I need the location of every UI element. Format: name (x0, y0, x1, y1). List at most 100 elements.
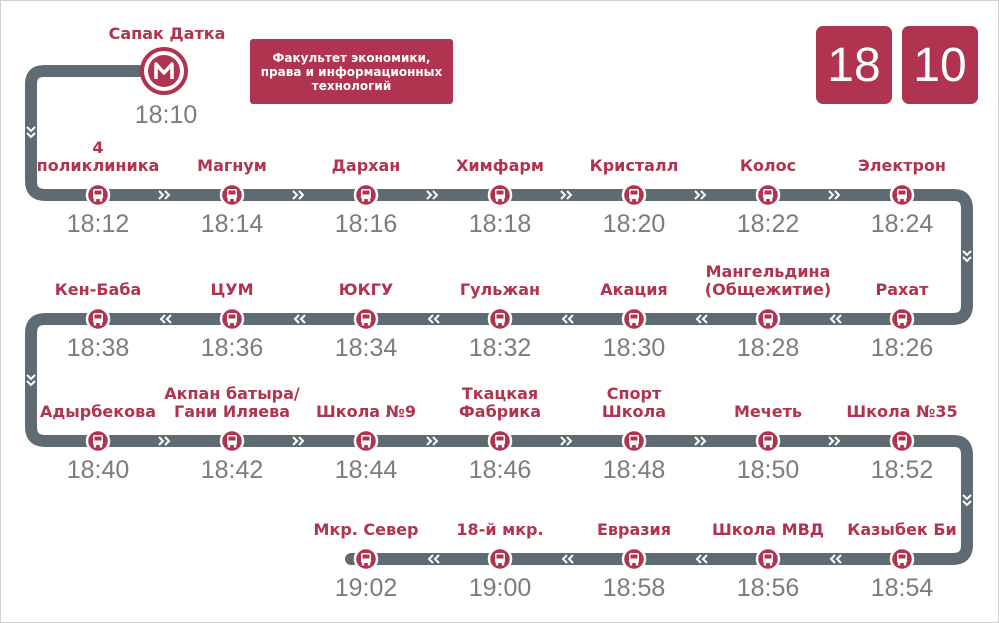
chevron-icon (427, 314, 440, 324)
stop-name: Мангельдина (Общежитие) (704, 262, 832, 299)
chevron-icon (427, 554, 440, 564)
stop-name: Школа №35 (846, 402, 958, 421)
chevron-icon (829, 554, 842, 564)
bus-icon (487, 428, 513, 454)
stop-time: 18:50 (736, 456, 800, 484)
bus-icon (219, 428, 245, 454)
bus-icon (85, 306, 111, 332)
stop-time: 18:40 (66, 456, 130, 484)
chevron-icon (426, 436, 439, 446)
stop-time: 18:12 (66, 210, 130, 238)
chevron-icon (26, 374, 36, 387)
stop-time: 18:52 (870, 456, 934, 484)
stop-name: Евразия (596, 520, 672, 539)
chevron-icon (158, 436, 171, 446)
chevron-icon (292, 190, 305, 200)
chevron-icon (560, 190, 573, 200)
stop-time: 18:56 (736, 574, 800, 602)
chevron-icon (426, 190, 439, 200)
chevron-icon (962, 494, 972, 507)
stop-time: 18:28 (736, 334, 800, 362)
stop-name: Гульжан (459, 280, 541, 299)
bus-icon (621, 546, 647, 572)
stop-time: 18:20 (602, 210, 666, 238)
bus-icon (755, 182, 781, 208)
stop-time: 18:36 (200, 334, 264, 362)
origin-stop-time: 18:10 (134, 101, 198, 129)
chevron-icon (159, 314, 172, 324)
bus-icon (889, 182, 915, 208)
stop-name: Мкр. Север (313, 520, 419, 539)
stop-name: Казыбек Би (847, 520, 957, 539)
stop-name: Школа МВД (711, 520, 825, 539)
bus-icon (85, 428, 111, 454)
stop-time: 18:14 (200, 210, 264, 238)
chevron-icon (694, 436, 707, 446)
stop-time: 18:18 (468, 210, 532, 238)
chevron-icon (26, 126, 36, 139)
stop-name: Химфарм (456, 156, 544, 175)
stop-name: Рахат (875, 280, 929, 299)
stop-time: 18:16 (334, 210, 398, 238)
chevron-icon (293, 314, 306, 324)
stop-time: 18:24 (870, 210, 934, 238)
bus-icon (755, 428, 781, 454)
bus-icon (353, 428, 379, 454)
stop-time: 18:30 (602, 334, 666, 362)
chevron-icon (829, 314, 842, 324)
stop-name: Колос (739, 156, 797, 175)
chevron-icon (158, 190, 171, 200)
stop-name: Акпан батыра/ Гани Иляева (164, 384, 300, 421)
stop-name: Адырбекова (39, 402, 157, 421)
stop-name: 18-й мкр. (456, 520, 544, 539)
stop-time: 19:00 (468, 574, 532, 602)
bus-icon (621, 182, 647, 208)
stop-name: 4 поликлиника (36, 138, 160, 175)
stop-time: 18:42 (200, 456, 264, 484)
bus-icon (353, 306, 379, 332)
faculty-label: Факультет экономики, права и информацион… (250, 39, 453, 104)
bus-icon (487, 182, 513, 208)
origin-stop-name: Сапак Датка (108, 24, 226, 43)
bus-icon (889, 306, 915, 332)
stop-time: 18:38 (66, 334, 130, 362)
stop-time: 18:48 (602, 456, 666, 484)
stop-time: 18:54 (870, 574, 934, 602)
chevron-icon (695, 554, 708, 564)
bus-icon (487, 546, 513, 572)
bus-icon (889, 428, 915, 454)
bus-icon (353, 182, 379, 208)
stop-time: 18:32 (468, 334, 532, 362)
stop-name: ЮКГУ (338, 280, 394, 299)
stop-name: Ткацкая Фабрика (458, 384, 542, 421)
bus-icon (621, 306, 647, 332)
stop-name: Кен-Баба (54, 280, 142, 299)
chevron-icon (695, 314, 708, 324)
stop-time: 18:46 (468, 456, 532, 484)
stop-name: Электрон (858, 156, 946, 175)
bus-icon (487, 306, 513, 332)
bus-icon (621, 428, 647, 454)
bus-icon (219, 306, 245, 332)
stop-time: 18:26 (870, 334, 934, 362)
bus-icon (889, 546, 915, 572)
bus-icon (755, 306, 781, 332)
bus-icon (353, 546, 379, 572)
stop-time: 18:22 (736, 210, 800, 238)
metro-logo-letter (154, 62, 174, 79)
chevron-icon (694, 190, 707, 200)
stop-name: Спорт Школа (601, 384, 667, 421)
stop-name: Школа №9 (315, 402, 417, 421)
bus-icon (85, 182, 111, 208)
stop-name: Магнум (197, 156, 267, 175)
stop-time: 18:44 (334, 456, 398, 484)
stop-name: Кристалл (589, 156, 679, 175)
chevron-icon (962, 250, 972, 263)
bus-icon (219, 182, 245, 208)
stop-name: Мечеть (734, 402, 802, 421)
chevron-icon (292, 436, 305, 446)
chevron-icon (561, 314, 574, 324)
bus-icon (755, 546, 781, 572)
chevron-icon (560, 436, 573, 446)
